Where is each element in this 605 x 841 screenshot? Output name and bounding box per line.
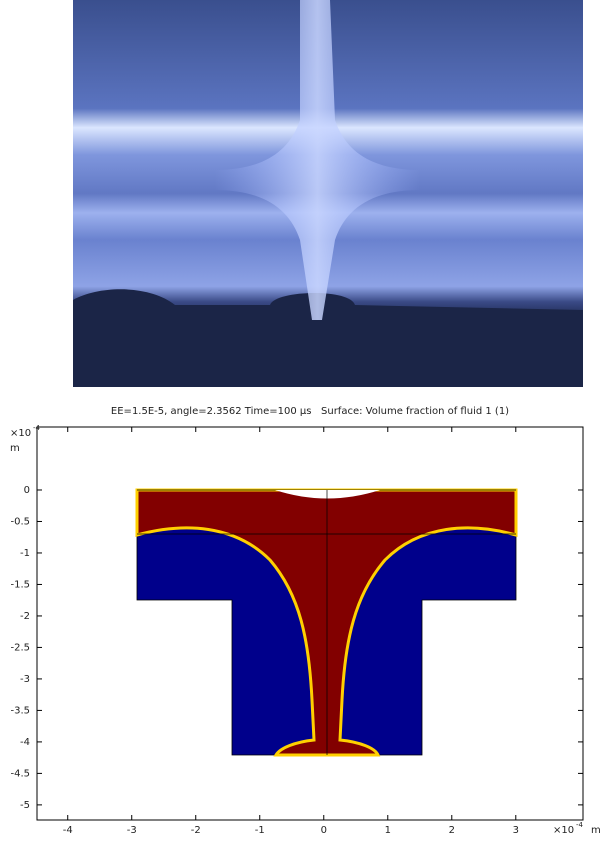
y-tick-label: -4.5 xyxy=(10,768,30,779)
x-tick-label: -2 xyxy=(191,825,201,836)
x-tick-label: 0 xyxy=(321,825,327,836)
x-axis-scale: ×10 xyxy=(553,825,574,836)
y-tick-label: -5 xyxy=(20,800,30,811)
y-axis-exponent: -4 xyxy=(33,424,41,432)
x-tick-label: -1 xyxy=(255,825,265,836)
plot-title: EE=1.5E-5, angle=2.3562 Time=100 µs Surf… xyxy=(111,406,509,417)
y-tick-label: -1 xyxy=(20,548,30,559)
y-tick-label: -3.5 xyxy=(10,705,30,716)
x-tick-label: -3 xyxy=(127,825,137,836)
y-tick-label: -0.5 xyxy=(10,516,30,527)
y-tick-label: -1.5 xyxy=(10,579,30,590)
y-tick-label: 0 xyxy=(24,485,30,496)
x-tick-label: 1 xyxy=(385,825,391,836)
x-axis-exponent: -4 xyxy=(576,821,584,829)
x-tick-label: 3 xyxy=(513,825,519,836)
figure: EE=1.5E-5, angle=2.3562 Time=100 µs Surf… xyxy=(0,0,605,841)
x-tick-label: -4 xyxy=(63,825,73,836)
x-tick-label: 2 xyxy=(449,825,455,836)
y-tick-label: -2.5 xyxy=(10,642,30,653)
y-axis-scale: ×10 xyxy=(10,428,31,439)
x-axis-unit: m xyxy=(591,825,601,836)
y-axis-unit: m xyxy=(10,443,20,454)
y-tick-label: -4 xyxy=(20,737,30,748)
photo xyxy=(73,0,583,387)
y-tick-label: -3 xyxy=(20,674,30,685)
y-tick-label: -2 xyxy=(20,611,30,622)
